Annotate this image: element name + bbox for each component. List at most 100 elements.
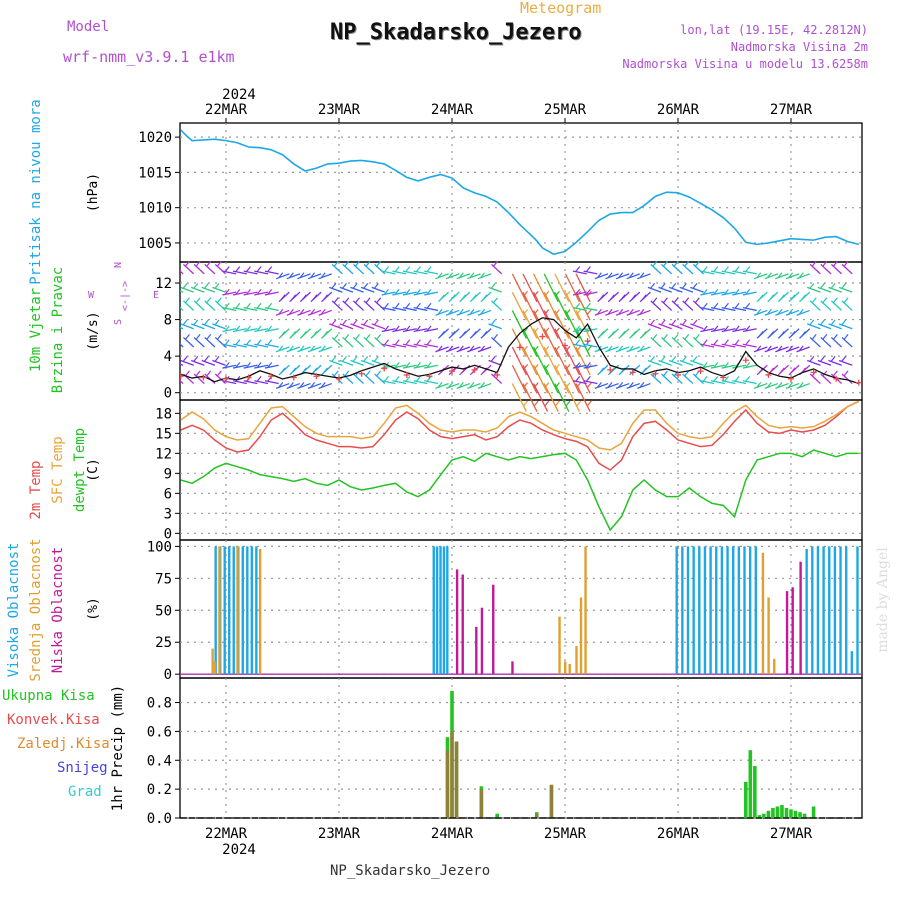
wind-barb (742, 307, 757, 312)
wind-barb (838, 323, 853, 330)
wind-barb (491, 336, 503, 348)
wind-barb-feather (639, 272, 645, 279)
wind-barb (838, 286, 853, 293)
wind-barb (182, 263, 195, 275)
wind-barb (785, 346, 800, 353)
wind-barb-feather (280, 294, 286, 301)
wind-barb (572, 270, 587, 275)
wind-barb (254, 270, 269, 275)
wind-barb (254, 343, 269, 348)
total-rain-bar (748, 750, 753, 818)
wind-barb (710, 343, 725, 348)
wind-barb-feather (354, 333, 360, 340)
wind-barb-feather (841, 319, 847, 326)
wind-barb-feather (323, 367, 329, 374)
top-date-label: 26MAR (657, 102, 700, 118)
y-tick-label: 18 (155, 406, 172, 422)
wind-barb (435, 382, 449, 389)
wind-barb (637, 273, 651, 280)
total-rain-bar (771, 807, 775, 818)
wind-barb-feather (426, 339, 432, 346)
wind-barb-feather (596, 308, 602, 315)
wind-barb-feather (830, 282, 836, 289)
wind-barb-feather (607, 382, 613, 388)
wind-barb-feather (195, 297, 201, 304)
wind-barb-feather (758, 330, 764, 337)
wind-barb (594, 346, 609, 353)
wind-barb (264, 291, 279, 296)
wind-barb (841, 300, 853, 311)
wind-barb (180, 359, 194, 366)
wind-barb-feather (203, 319, 209, 326)
wind-barb-feather (811, 260, 817, 267)
wind-barb-feather (333, 333, 339, 340)
low-cloud-bar (455, 569, 459, 675)
wind-barb (445, 346, 460, 353)
wind-barb (767, 291, 779, 303)
wind-barb (511, 346, 527, 376)
high-cloud-bar (223, 546, 226, 675)
wind-barb (511, 310, 527, 339)
wind-barb (543, 328, 559, 358)
wind-barb (807, 359, 821, 366)
wind-barb-feather (777, 345, 783, 352)
wind-barb-feather (267, 289, 273, 295)
wind-barb-feather (448, 308, 454, 315)
wind-barb (764, 382, 779, 389)
wind-barb (732, 307, 747, 312)
wind-barb-feather (609, 330, 615, 337)
wind-barb (690, 359, 704, 366)
wind-barb (456, 346, 471, 353)
wind-barb-feather (185, 333, 190, 340)
wind-barb (572, 291, 587, 296)
legend-convective-rain: Konvek.Kisa (7, 712, 100, 728)
total-rain-bar (744, 781, 748, 818)
wind-barb-feather (323, 294, 329, 301)
wind-direction-south: S (113, 319, 124, 325)
wind-barb-feather (301, 367, 307, 374)
wind-barb (533, 310, 549, 339)
y-tick-label: 25 (155, 635, 172, 651)
mid-cloud-bar (767, 597, 770, 675)
wind-barb-feather (820, 282, 825, 289)
wind-barb-feather (493, 333, 498, 340)
temp-2m-line (180, 400, 860, 471)
wind-barb (533, 328, 549, 358)
bottom-date-label: 26MAR (657, 826, 700, 842)
wind-barb-feather (344, 297, 350, 304)
wind-barb-feather (469, 272, 475, 279)
low-cloud-bar (475, 626, 478, 675)
wind-barb-feather (267, 302, 273, 309)
wind-barb-feather (586, 309, 592, 315)
wind-barb-feather (628, 382, 634, 388)
wind-barb-feather (206, 333, 212, 340)
wind-barb-feather (663, 370, 668, 377)
meteogram-label: Meteogram (520, 0, 602, 17)
wind-barb (467, 273, 481, 280)
wind-barb (264, 364, 279, 369)
wind-barb-feather (175, 261, 179, 266)
wind-barb-feather (734, 339, 740, 346)
wind-barb-feather (832, 333, 838, 340)
wind-barb (480, 328, 492, 339)
wind-barb-feather (299, 308, 305, 315)
wind-barb-feather (256, 362, 262, 368)
wind-barb (222, 328, 237, 333)
high-cloud-bar (737, 546, 741, 675)
wind-barb-feather (437, 272, 443, 279)
wind-barb (742, 270, 757, 275)
cloud-bars (211, 546, 859, 675)
wind-barb (204, 336, 216, 348)
wind-barb-feather (195, 370, 201, 377)
wind-barb-feather (769, 367, 775, 374)
wind-barb-feather (673, 333, 679, 340)
wind-barb (647, 323, 662, 330)
wind-barb (402, 307, 417, 312)
wind-barb (491, 300, 503, 311)
wind-barb (232, 328, 247, 333)
wind-barb (533, 291, 549, 321)
wind-barb-feather (471, 330, 477, 337)
low-cloud-bar (511, 661, 514, 675)
wind-barb (469, 328, 481, 339)
wind-barb (564, 383, 581, 412)
